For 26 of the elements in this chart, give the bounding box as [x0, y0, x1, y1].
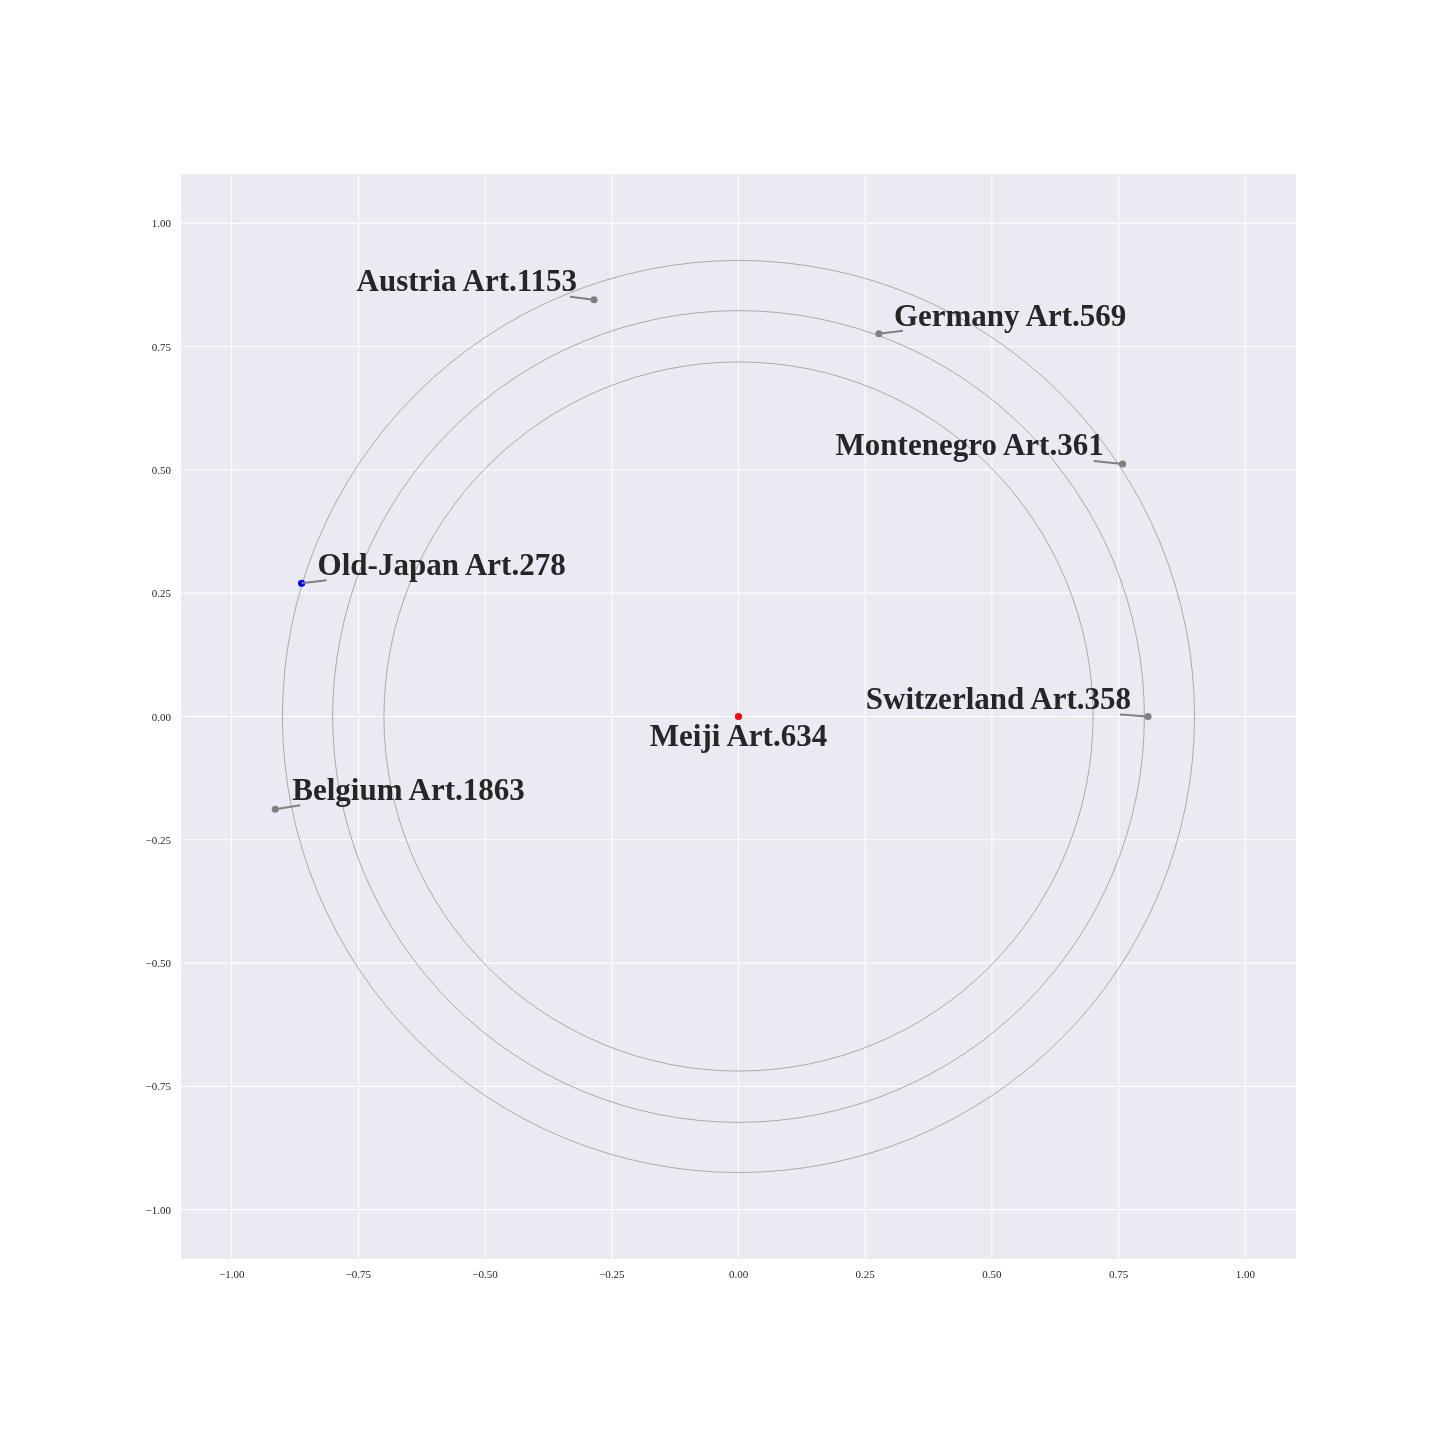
y-tick-label: −1.00 — [145, 1203, 172, 1216]
y-tick-label: −0.50 — [145, 957, 172, 970]
y-tick-label: 0.75 — [151, 340, 172, 353]
x-tick-label: 1.00 — [1235, 1268, 1256, 1280]
x-tick-label: 0.75 — [1108, 1268, 1129, 1280]
annotation: Belgium Art.1863 — [292, 772, 525, 808]
x-tick-label: −1.00 — [218, 1268, 245, 1280]
x-tick-label: 0.00 — [728, 1268, 749, 1280]
x-tick-label: 0.50 — [982, 1268, 1003, 1280]
y-tick-label: 0.25 — [151, 587, 172, 600]
annotation: Old-Japan Art.278 — [317, 547, 566, 583]
x-tick-label: −0.50 — [472, 1268, 499, 1280]
y-tick-label: 1.00 — [151, 217, 172, 230]
point — [875, 330, 883, 338]
x-tick-label: 0.25 — [855, 1268, 876, 1280]
y-tick-label: −0.25 — [145, 833, 172, 846]
x-tick-label: −0.75 — [345, 1268, 372, 1280]
annotation: Germany Art.569 — [893, 297, 1127, 333]
annotation: Meiji Art.634 — [649, 717, 828, 753]
y-tick-label: 0.50 — [151, 463, 172, 476]
annotation: Austria Art.1153 — [356, 262, 578, 298]
y-tick-label: −0.75 — [145, 1080, 172, 1093]
annotation: Montenegro Art.361 — [835, 426, 1104, 462]
y-tick-label: 0.00 — [151, 710, 172, 723]
annotation: Switzerland Art.358 — [865, 680, 1132, 716]
x-tick-label: −0.25 — [599, 1268, 626, 1280]
